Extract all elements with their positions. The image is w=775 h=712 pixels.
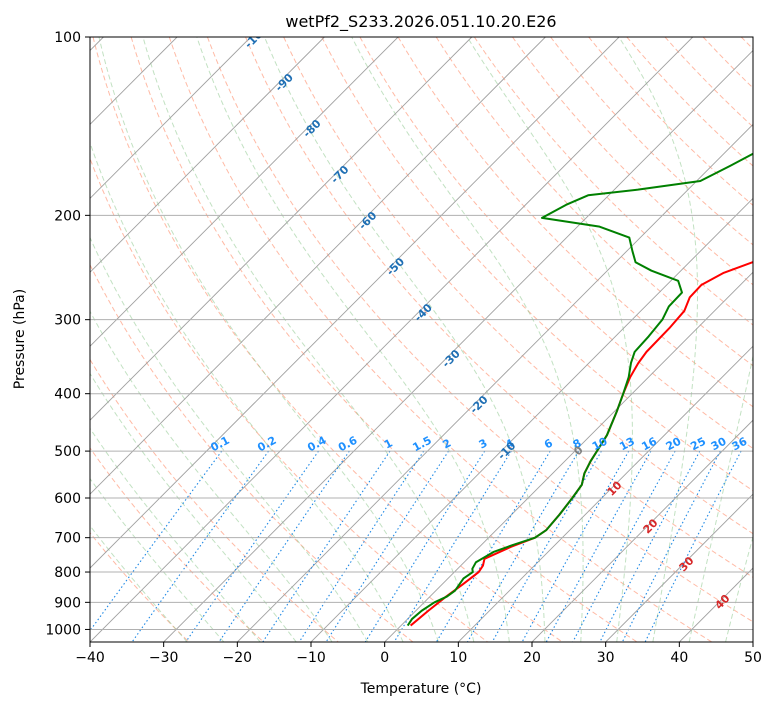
x-tick-label: −10 <box>296 650 326 666</box>
y-tick-label: 800 <box>54 565 81 581</box>
isotherm-line <box>90 37 399 347</box>
isotherm-line <box>310 197 753 642</box>
moist-adiabat-line <box>618 37 699 642</box>
mixing-ratio-label: 13 <box>617 435 637 454</box>
mixing-ratio-line <box>90 450 223 632</box>
isotherm-line <box>384 271 753 642</box>
mixing-ratio-label: 20 <box>664 435 684 454</box>
moist-adiabat-line <box>90 372 297 642</box>
moist-adiabat-line <box>142 37 475 642</box>
x-tick-label: 10 <box>449 650 467 666</box>
y-axis-label: Pressure (hPa) <box>12 289 28 389</box>
mixing-ratio-line <box>364 450 486 642</box>
mixing-ratio-label: 36 <box>730 435 750 454</box>
y-axis: 1000 900 800 700 600 500 400 300 200 100 <box>45 30 90 638</box>
moist-adiabat-line <box>90 427 261 642</box>
y-tick-label: 300 <box>54 313 81 329</box>
moist-adiabat-line <box>196 37 510 642</box>
x-tick-label: 0 <box>380 650 389 666</box>
mixing-ratio-line <box>599 450 701 642</box>
dry-adiabat-line <box>321 37 753 492</box>
dry-adiabat-line <box>206 37 753 623</box>
moist-adiabat-line <box>90 477 225 642</box>
isotherm-line <box>90 37 252 199</box>
mixing-ratio-line <box>545 450 652 642</box>
y-tick-label: 200 <box>54 208 81 224</box>
isotherm-line <box>605 493 753 642</box>
mixing-ratio-line <box>521 450 630 642</box>
x-tick-label: 40 <box>670 650 688 666</box>
x-tick-label: 30 <box>597 650 615 666</box>
y-tick-label: 600 <box>54 491 81 507</box>
isotherm-line <box>90 37 325 273</box>
series-layer <box>406 152 753 627</box>
moist-adiabat-line <box>90 310 333 642</box>
x-tick-label: −20 <box>223 650 253 666</box>
moist-adiabat-line <box>90 141 404 642</box>
dry-adiabat-line <box>130 37 638 642</box>
mixing-ratio-line <box>572 450 676 642</box>
y-tick-label: 1000 <box>45 622 81 638</box>
temperature-profile <box>409 260 753 627</box>
mixing-ratio-line <box>325 450 449 642</box>
x-axis: −40 −30 −20 −10 0 10 20 30 40 50 <box>75 642 762 666</box>
mixing-ratio-line <box>435 450 551 642</box>
mixing-ratio-label: 16 <box>639 435 659 454</box>
moist-adiabat-line <box>688 353 753 642</box>
mixing-ratio-line <box>467 450 580 642</box>
dry-adiabat-line <box>512 37 753 286</box>
isotherm-line <box>237 123 753 642</box>
isotherm-line <box>90 37 473 421</box>
mixing-ratio-label: 10 <box>590 434 610 453</box>
dry-adiabat-line <box>90 263 414 642</box>
y-tick-label: 700 <box>54 531 81 547</box>
isotherm-line <box>90 37 620 569</box>
dewpoint-profile <box>406 152 753 627</box>
y-tick-label: 100 <box>54 30 81 46</box>
pressure-gridlines <box>90 37 753 630</box>
y-tick-label: 400 <box>54 387 81 403</box>
mixing-ratio-line <box>393 450 512 642</box>
chart-title: wetPf2_S233.2026.051.10.20.E26 <box>285 12 556 32</box>
plot-frame <box>89 36 754 643</box>
mixing-ratio-line <box>185 450 320 642</box>
x-tick-label: 50 <box>744 650 762 666</box>
mixing-ratio-line <box>218 450 350 642</box>
isotherm-line <box>163 49 753 642</box>
dry-adiabat-line <box>435 37 753 367</box>
dry-adiabat-line <box>92 37 563 642</box>
moist-adiabat-line <box>725 535 753 642</box>
moist-adiabat-line <box>264 37 546 642</box>
mixing-ratio-label: 30 <box>709 435 729 454</box>
dry-adiabat-line <box>90 447 264 642</box>
y-tick-label: 500 <box>54 444 81 460</box>
x-tick-label: −40 <box>75 650 105 666</box>
isotherm-line <box>531 419 753 642</box>
mixing-ratio-label: 25 <box>688 435 708 454</box>
isotherm-line <box>90 37 694 642</box>
dry-adiabat-line <box>168 37 713 642</box>
x-tick-label: 20 <box>523 650 541 666</box>
dry-adiabat-line <box>283 37 753 535</box>
dry-adiabat-line <box>397 37 753 408</box>
isotherm-line <box>458 345 753 642</box>
x-axis-label: Temperature (°C) <box>360 681 482 697</box>
moist-adiabat-line <box>90 236 369 642</box>
isotherm-line <box>90 37 546 495</box>
moist-adiabat-line <box>98 37 439 642</box>
dry-adiabat-line <box>626 37 753 167</box>
y-tick-label: 900 <box>54 595 81 611</box>
dry-adiabat-line <box>245 37 753 578</box>
x-tick-label: −30 <box>149 650 179 666</box>
dry-adiabat-line <box>550 37 753 246</box>
mixing-ratio-line <box>621 450 721 642</box>
background-lines <box>90 37 753 642</box>
